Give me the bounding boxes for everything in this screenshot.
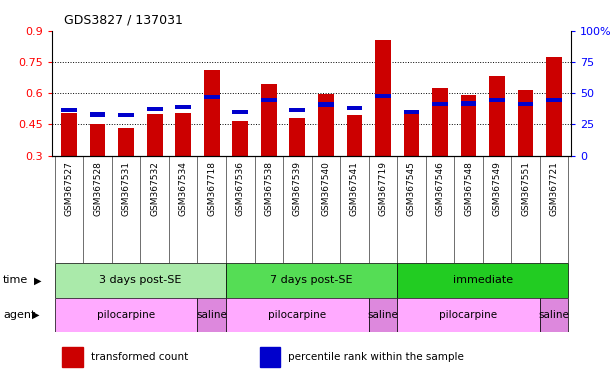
Bar (147, 114, 163, 156)
Text: saline: saline (196, 310, 227, 320)
Text: GDS3827 / 137031: GDS3827 / 137031 (64, 14, 183, 27)
Bar (397, 263, 568, 298)
Bar (226, 263, 397, 298)
Bar (175, 104, 191, 109)
Bar (368, 298, 397, 332)
Text: 3 days post-SE: 3 days post-SE (99, 275, 181, 285)
Bar (290, 108, 305, 112)
Bar (147, 107, 163, 111)
Bar (404, 114, 419, 156)
Bar (318, 94, 334, 156)
Text: GSM367545: GSM367545 (407, 161, 416, 216)
Text: GSM367538: GSM367538 (265, 161, 273, 216)
Bar (546, 57, 562, 156)
Text: ▶: ▶ (32, 310, 39, 320)
Bar (375, 94, 391, 98)
Text: GSM367548: GSM367548 (464, 161, 473, 216)
Text: GSM367541: GSM367541 (350, 161, 359, 216)
Bar (346, 115, 362, 156)
Bar (90, 113, 106, 117)
Bar (261, 98, 277, 102)
Bar (232, 110, 248, 114)
Bar (346, 106, 362, 110)
Bar (540, 298, 568, 332)
Text: GSM367532: GSM367532 (150, 161, 159, 216)
Text: GSM367540: GSM367540 (321, 161, 331, 216)
Text: pilocarpine: pilocarpine (439, 310, 497, 320)
Bar (404, 110, 419, 114)
Bar (232, 121, 248, 156)
Text: GSM367531: GSM367531 (122, 161, 131, 216)
Bar (90, 124, 106, 156)
Bar (62, 347, 83, 367)
Text: saline: saline (367, 310, 398, 320)
Text: GSM367718: GSM367718 (207, 161, 216, 216)
Bar (197, 298, 226, 332)
Bar (461, 95, 477, 156)
Bar (55, 263, 226, 298)
Bar (489, 76, 505, 156)
Bar (61, 113, 77, 156)
Text: pilocarpine: pilocarpine (268, 310, 326, 320)
Bar (489, 98, 505, 103)
Bar (518, 102, 533, 106)
Bar (119, 128, 134, 156)
Text: GSM367549: GSM367549 (492, 161, 502, 216)
Text: GSM367539: GSM367539 (293, 161, 302, 216)
Bar (175, 113, 191, 156)
Bar (260, 347, 280, 367)
Text: GSM367534: GSM367534 (178, 161, 188, 216)
Text: 7 days post-SE: 7 days post-SE (270, 275, 353, 285)
Bar (290, 118, 305, 156)
Bar (461, 101, 477, 106)
Bar (375, 40, 391, 156)
Text: transformed count: transformed count (91, 352, 188, 362)
Bar (55, 298, 197, 332)
Bar (318, 103, 334, 107)
Bar (432, 88, 448, 156)
Bar (204, 70, 219, 156)
Bar (261, 84, 277, 156)
Text: GSM367527: GSM367527 (65, 161, 73, 216)
Bar (546, 98, 562, 103)
Bar (397, 298, 540, 332)
Text: pilocarpine: pilocarpine (97, 310, 155, 320)
Bar (226, 298, 368, 332)
Text: saline: saline (539, 310, 569, 320)
Text: GSM367528: GSM367528 (93, 161, 102, 216)
Bar (204, 95, 219, 99)
Text: GSM367546: GSM367546 (436, 161, 445, 216)
Text: time: time (3, 275, 28, 285)
Text: GSM367536: GSM367536 (236, 161, 245, 216)
Bar (61, 108, 77, 112)
Text: agent: agent (3, 310, 35, 320)
Text: percentile rank within the sample: percentile rank within the sample (288, 352, 464, 362)
Text: ▶: ▶ (34, 275, 41, 285)
Bar (119, 113, 134, 117)
Bar (518, 90, 533, 156)
Text: GSM367719: GSM367719 (378, 161, 387, 216)
Text: GSM367551: GSM367551 (521, 161, 530, 216)
Text: GSM367721: GSM367721 (550, 161, 558, 216)
Bar (432, 102, 448, 106)
Text: immediate: immediate (453, 275, 513, 285)
